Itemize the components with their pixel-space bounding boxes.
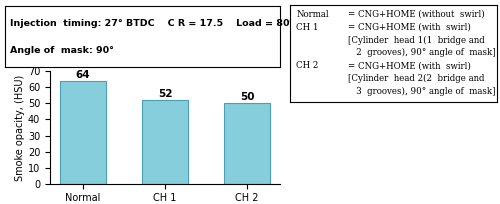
Text: 2  grooves), 90° angle of  mask]: 2 grooves), 90° angle of mask] <box>348 48 496 58</box>
Text: = CNG+HOME (with  swirl): = CNG+HOME (with swirl) <box>348 61 471 70</box>
Text: 3  grooves), 90° angle of  mask]: 3 grooves), 90° angle of mask] <box>348 87 496 96</box>
Text: Angle of  mask: 90°: Angle of mask: 90° <box>10 46 115 55</box>
Text: 64: 64 <box>76 70 90 80</box>
Text: [Cylinder  head 1(1  bridge and: [Cylinder head 1(1 bridge and <box>348 35 485 44</box>
Bar <box>142 100 188 184</box>
Bar <box>60 81 106 184</box>
Text: Normal: Normal <box>296 10 329 19</box>
Text: [Cylinder  head 2(2  bridge and: [Cylinder head 2(2 bridge and <box>348 74 484 83</box>
Text: = CNG+HOME (with  swirl): = CNG+HOME (with swirl) <box>348 23 471 32</box>
Text: = CNG+HOME (without  swirl): = CNG+HOME (without swirl) <box>348 10 485 19</box>
Text: CH 1: CH 1 <box>296 23 318 32</box>
Text: 50: 50 <box>240 92 254 102</box>
Text: Injection  timing: 27° BTDC    C R = 17.5    Load = 80%: Injection timing: 27° BTDC C R = 17.5 Lo… <box>10 19 300 28</box>
Bar <box>224 103 270 184</box>
Text: 52: 52 <box>158 89 172 99</box>
Y-axis label: Smoke opacity, (HSU): Smoke opacity, (HSU) <box>15 74 25 181</box>
Text: CH 2: CH 2 <box>296 61 318 70</box>
